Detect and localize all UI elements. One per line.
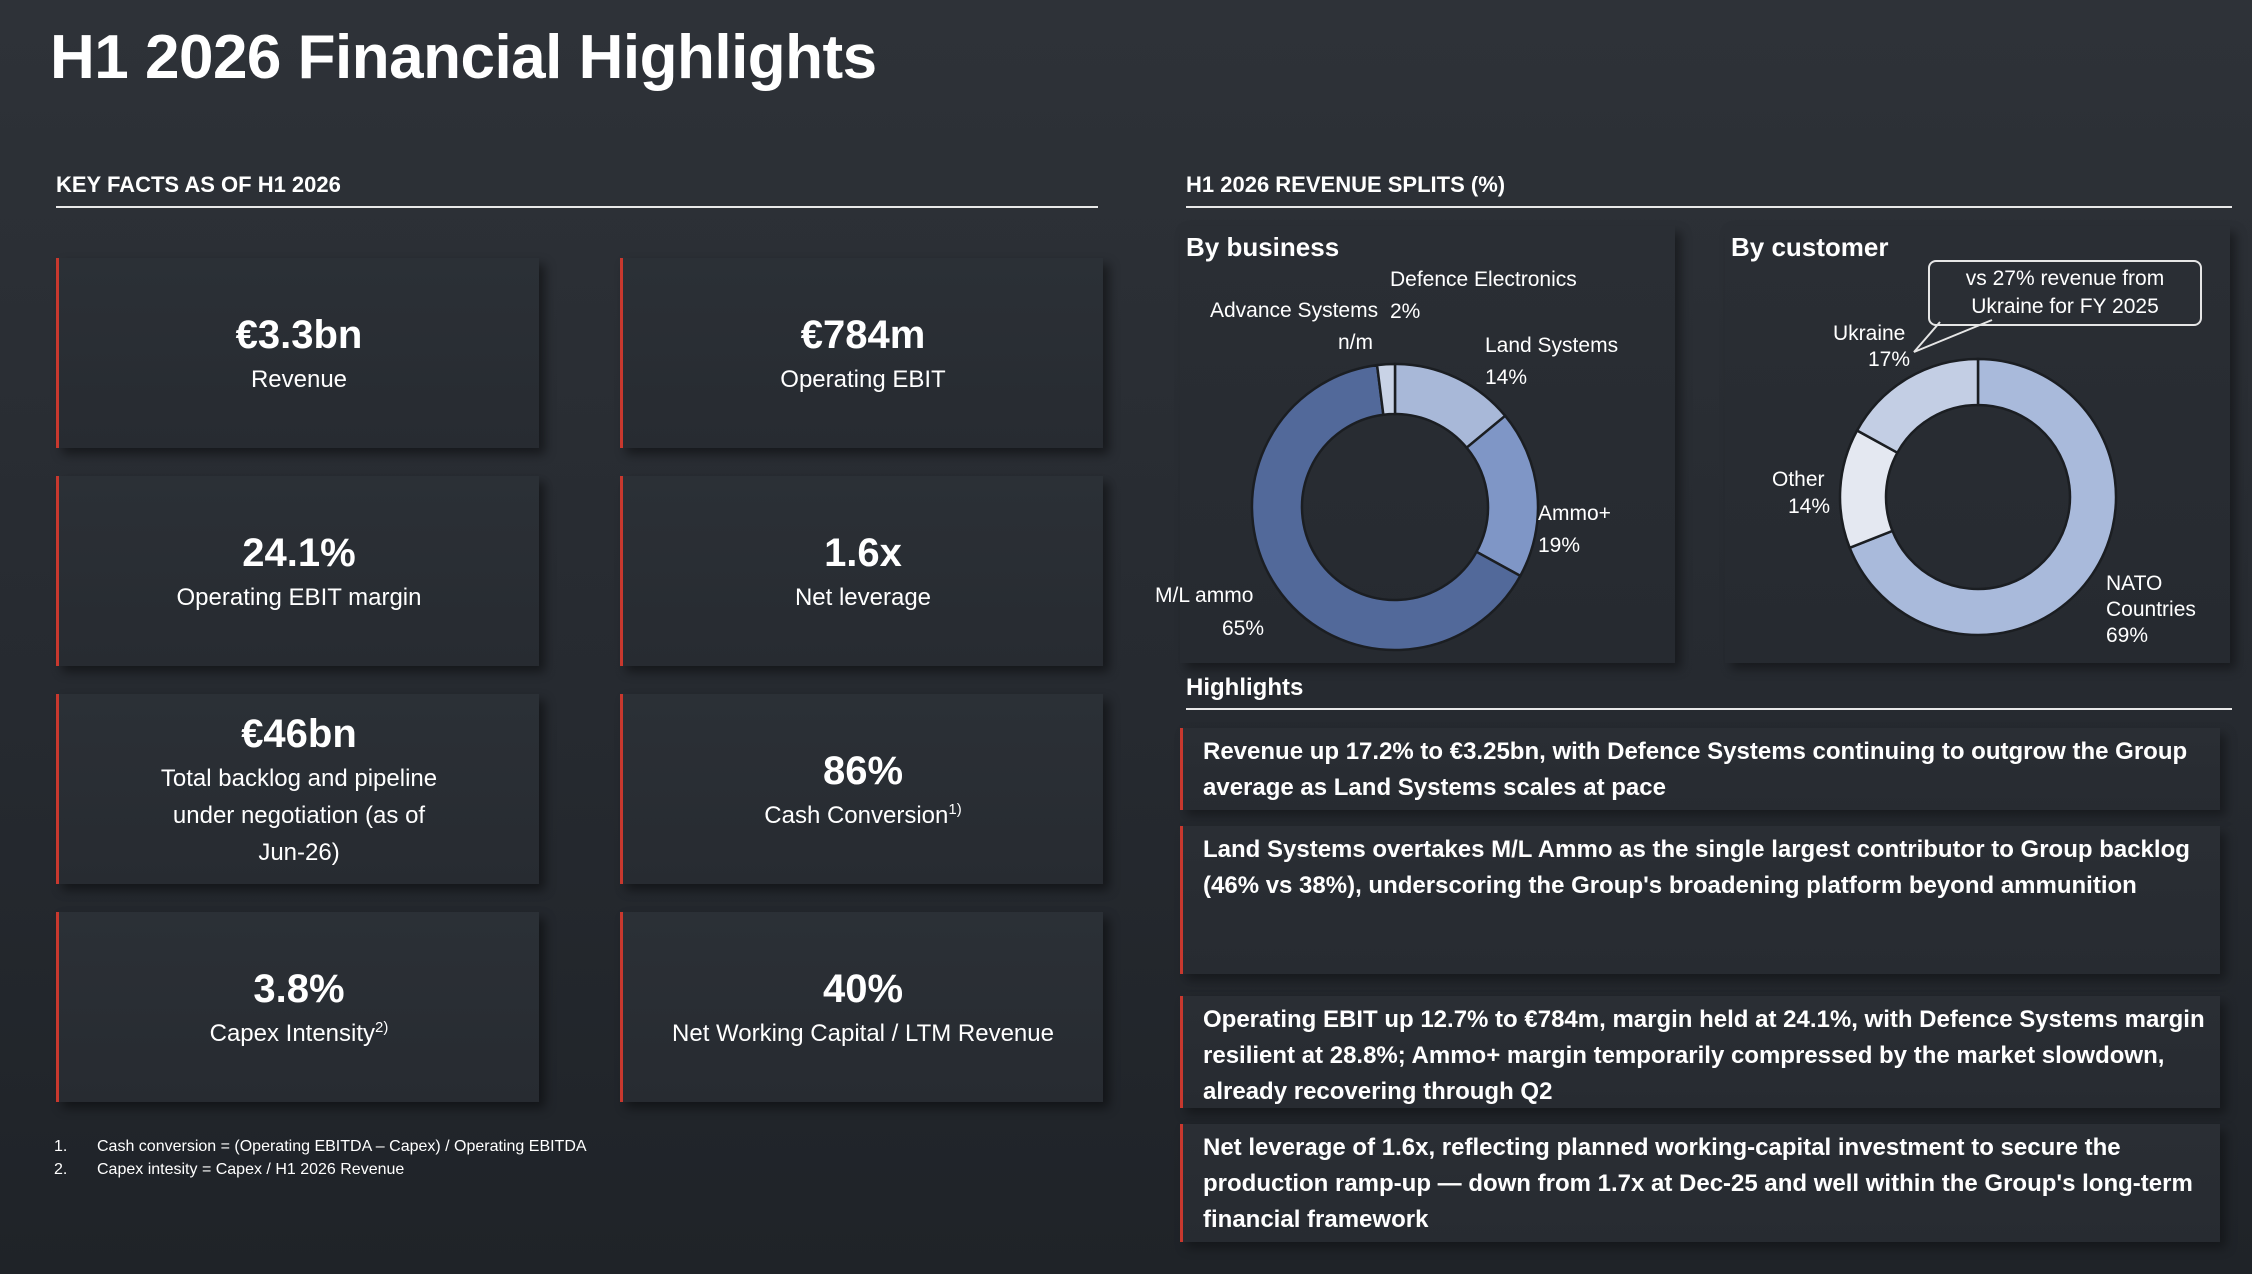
label-advance-systems: Advance Systems [1210, 299, 1379, 322]
revenue-splits-title: H1 2026 REVENUE SPLITS (%) [1186, 172, 1506, 197]
pct-advance-systems: n/m [1338, 331, 1374, 354]
footnote-marker: 2) [375, 1018, 389, 1036]
label-nato-countries: Countries [2106, 598, 2196, 621]
pct-other: 14% [1788, 495, 1831, 518]
highlight-item: Land Systems overtakes M/L Ammo as the s… [1180, 826, 2220, 974]
pct-defence-electronics: 2% [1390, 300, 1421, 323]
revenue-splits-rule [1186, 206, 2232, 208]
kpi-value: 24.1% [242, 530, 356, 575]
kpi-card-net-leverage: 1.6x Net leverage [620, 476, 1103, 666]
key-facts-title: KEY FACTS AS OF H1 2026 [56, 172, 341, 197]
callout-line: Ukraine for FY 2025 [1971, 295, 2159, 318]
by-customer-title: By customer [1731, 232, 1889, 262]
footnote-1: 1. Cash conversion = (Operating EBITDA – … [54, 1138, 587, 1155]
kpi-label: Operating EBIT margin [176, 583, 422, 611]
footnote-marker: 1) [948, 800, 962, 818]
label-nato: NATO [2106, 572, 2163, 595]
slice-nato-countries [1848, 357, 2118, 637]
slice-defence-electronics [1375, 362, 1397, 417]
kpi-label-text: Capex Intensity [209, 1019, 376, 1047]
pct-ukraine: 17% [1868, 348, 1911, 371]
kpi-card-ebit-margin: 24.1% Operating EBIT margin [56, 476, 539, 666]
highlight-item: Operating EBIT up 12.7% to €784m, margin… [1180, 996, 2220, 1108]
pct-ammo-plus: 19% [1538, 534, 1581, 557]
kpi-label: Operating EBIT [780, 365, 946, 393]
kpi-value: 1.6x [824, 530, 902, 575]
kpi-label: Revenue [250, 365, 348, 393]
ukraine-callout: vs 27% revenue from Ukraine for FY 2025 [1928, 260, 2202, 326]
kpi-label: Capex Intensity2) [190, 1015, 409, 1052]
by-business-title: By business [1186, 232, 1340, 262]
kpi-label-text: Cash Conversion [764, 801, 949, 829]
kpi-value: 86% [822, 748, 904, 793]
label-ml-ammo: M/L ammo [1155, 584, 1254, 607]
by-customer-donut-chart [1838, 357, 2118, 637]
label-defence-electronics: Defence Electronics [1390, 268, 1577, 291]
kpi-label: Net Working Capital / LTM Revenue [672, 1019, 1054, 1047]
callout-pointer [1913, 319, 1993, 353]
kpi-value: 3.8% [253, 966, 345, 1011]
by-business-panel [1180, 226, 1675, 663]
pct-land-systems: 14% [1485, 366, 1528, 389]
highlights-title: Highlights [1186, 674, 1304, 701]
footnote-2: 2. Capex intesity = Capex / H1 2026 Reven… [54, 1161, 405, 1178]
by-business-donut-chart [1250, 362, 1540, 652]
label-other: Other [1772, 468, 1825, 491]
kpi-label: Net leverage [794, 583, 932, 611]
kpi-card-operating-ebit: €784m Operating EBIT [620, 258, 1103, 448]
label-ammo-plus: Ammo+ [1538, 502, 1611, 525]
kpi-card-revenue: €3.3bn Revenue [56, 258, 539, 448]
slice-ukraine [1855, 357, 1980, 455]
kpi-label: Total backlog and pipeline under negotia… [160, 764, 438, 866]
kpi-card-capex-intensity: 3.8% Capex Intensity2) [56, 912, 539, 1102]
highlight-item: Net leverage of 1.6x, reflecting planned… [1180, 1124, 2220, 1242]
kpi-card-backlog: €46bn Total backlog and pipeline under n… [56, 694, 539, 884]
kpi-label: Cash Conversion1) [744, 797, 981, 834]
kpi-value: 40% [822, 966, 904, 1011]
highlights-rule [1186, 708, 2232, 710]
kpi-card-nwc: 40% Net Working Capital / LTM Revenue [620, 912, 1103, 1102]
label-land-systems: Land Systems [1485, 334, 1619, 357]
slice-m-l-ammo [1250, 363, 1523, 652]
pct-ml-ammo: 65% [1222, 617, 1265, 640]
kpi-value: €784m [800, 312, 926, 357]
kpi-value: €46bn [241, 711, 357, 756]
label-ukraine: Ukraine [1833, 322, 1906, 345]
kpi-value: €3.3bn [235, 312, 363, 357]
key-facts-rule [56, 206, 1098, 208]
highlight-item: Revenue up 17.2% to €3.25bn, with Defenc… [1180, 728, 2220, 810]
page-title: H1 2026 Financial Highlights [50, 23, 877, 92]
callout-line: vs 27% revenue from [1965, 267, 2165, 290]
kpi-card-cash-conversion: 86% Cash Conversion1) [620, 694, 1103, 884]
pct-nato: 69% [2106, 624, 2149, 647]
